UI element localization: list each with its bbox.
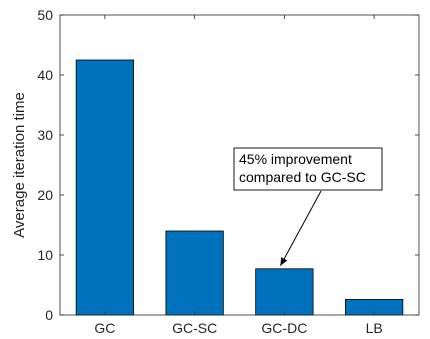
- annotation-line-2: compared to GC-SC: [239, 169, 366, 185]
- annotation-arrow-line: [279, 190, 322, 267]
- bar-gc: [75, 59, 135, 316]
- x-tick-label: GC: [94, 320, 115, 336]
- y-tick-label: 40: [37, 67, 53, 83]
- annotation-group: 45% improvement compared to GC-SC: [233, 147, 383, 267]
- annotation-box: [233, 147, 383, 191]
- x-tick-label: GC-SC: [172, 320, 217, 336]
- y-tick-label: 0: [45, 307, 53, 323]
- y-axis-label: Average iteration time: [11, 92, 28, 238]
- axes-box: [59, 14, 420, 316]
- bar-gc-dc: [255, 268, 314, 316]
- annotation-line-1: 45% improvement: [239, 151, 352, 167]
- x-ticks-group: GC GC-SC GC-DC LB: [94, 15, 383, 336]
- bar-gc-sc: [165, 230, 224, 316]
- y-tick-label: 20: [37, 187, 53, 203]
- y-tick-label: 10: [37, 247, 53, 263]
- annotation-arrowhead-icon: [280, 257, 288, 266]
- y-tick-label: 30: [37, 127, 53, 143]
- x-tick-label: LB: [366, 320, 383, 336]
- y-tick-label: 50: [37, 7, 53, 23]
- bars-group: [75, 59, 404, 316]
- x-tick-label: GC-DC: [261, 320, 307, 336]
- axes-group: [59, 14, 420, 316]
- y-ticks-group: 0 10 20 30 40 50: [37, 7, 419, 323]
